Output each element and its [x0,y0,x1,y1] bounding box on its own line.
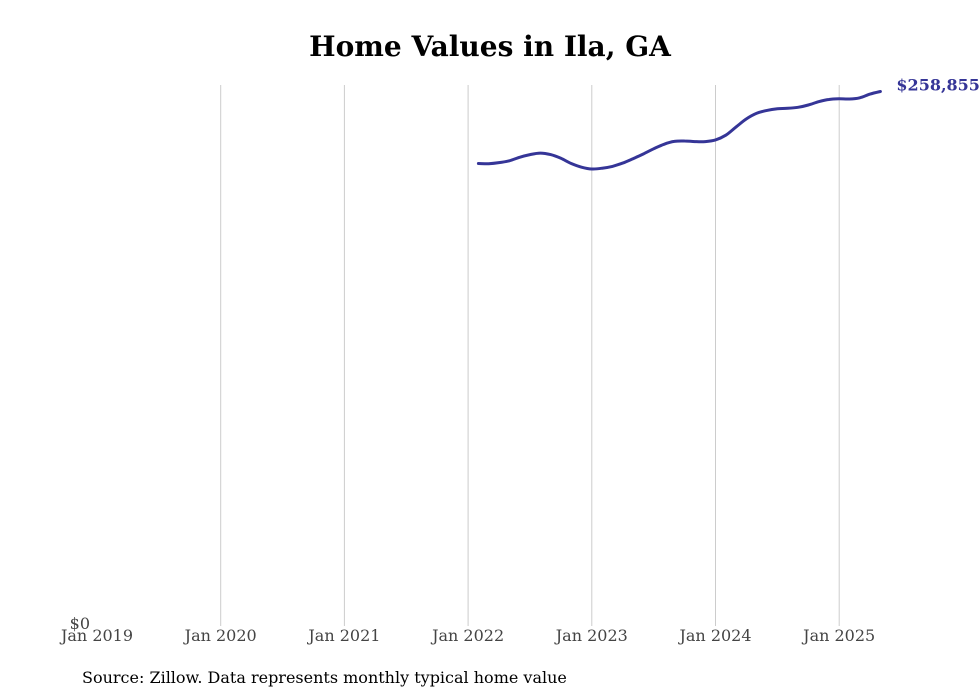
source-note: Source: Zillow. Data represents monthly … [82,668,567,687]
axis-labels: Jan 2019 Jan 2020 Jan 2021 Jan 2022 Jan 2023… [59,75,980,645]
x-tick-label: Jan 2020 [183,626,257,645]
end-value-label: $258,855 [896,75,980,94]
x-tick-label: Jan 2025 [801,626,875,645]
x-tick-label: Jan 2023 [554,626,628,645]
x-tick-label: Jan 2024 [677,626,751,645]
y-tick-label: $0 [70,614,90,633]
series-line [476,90,882,171]
series-layer [476,90,882,171]
vertical-gridlines [220,85,840,626]
x-tick-label: Jan 2021 [306,626,380,645]
x-tick-label: Jan 2019 [59,626,133,645]
x-tick-label: Jan 2022 [430,626,504,645]
chart-title: Home Values in Ila, GA [309,30,671,63]
